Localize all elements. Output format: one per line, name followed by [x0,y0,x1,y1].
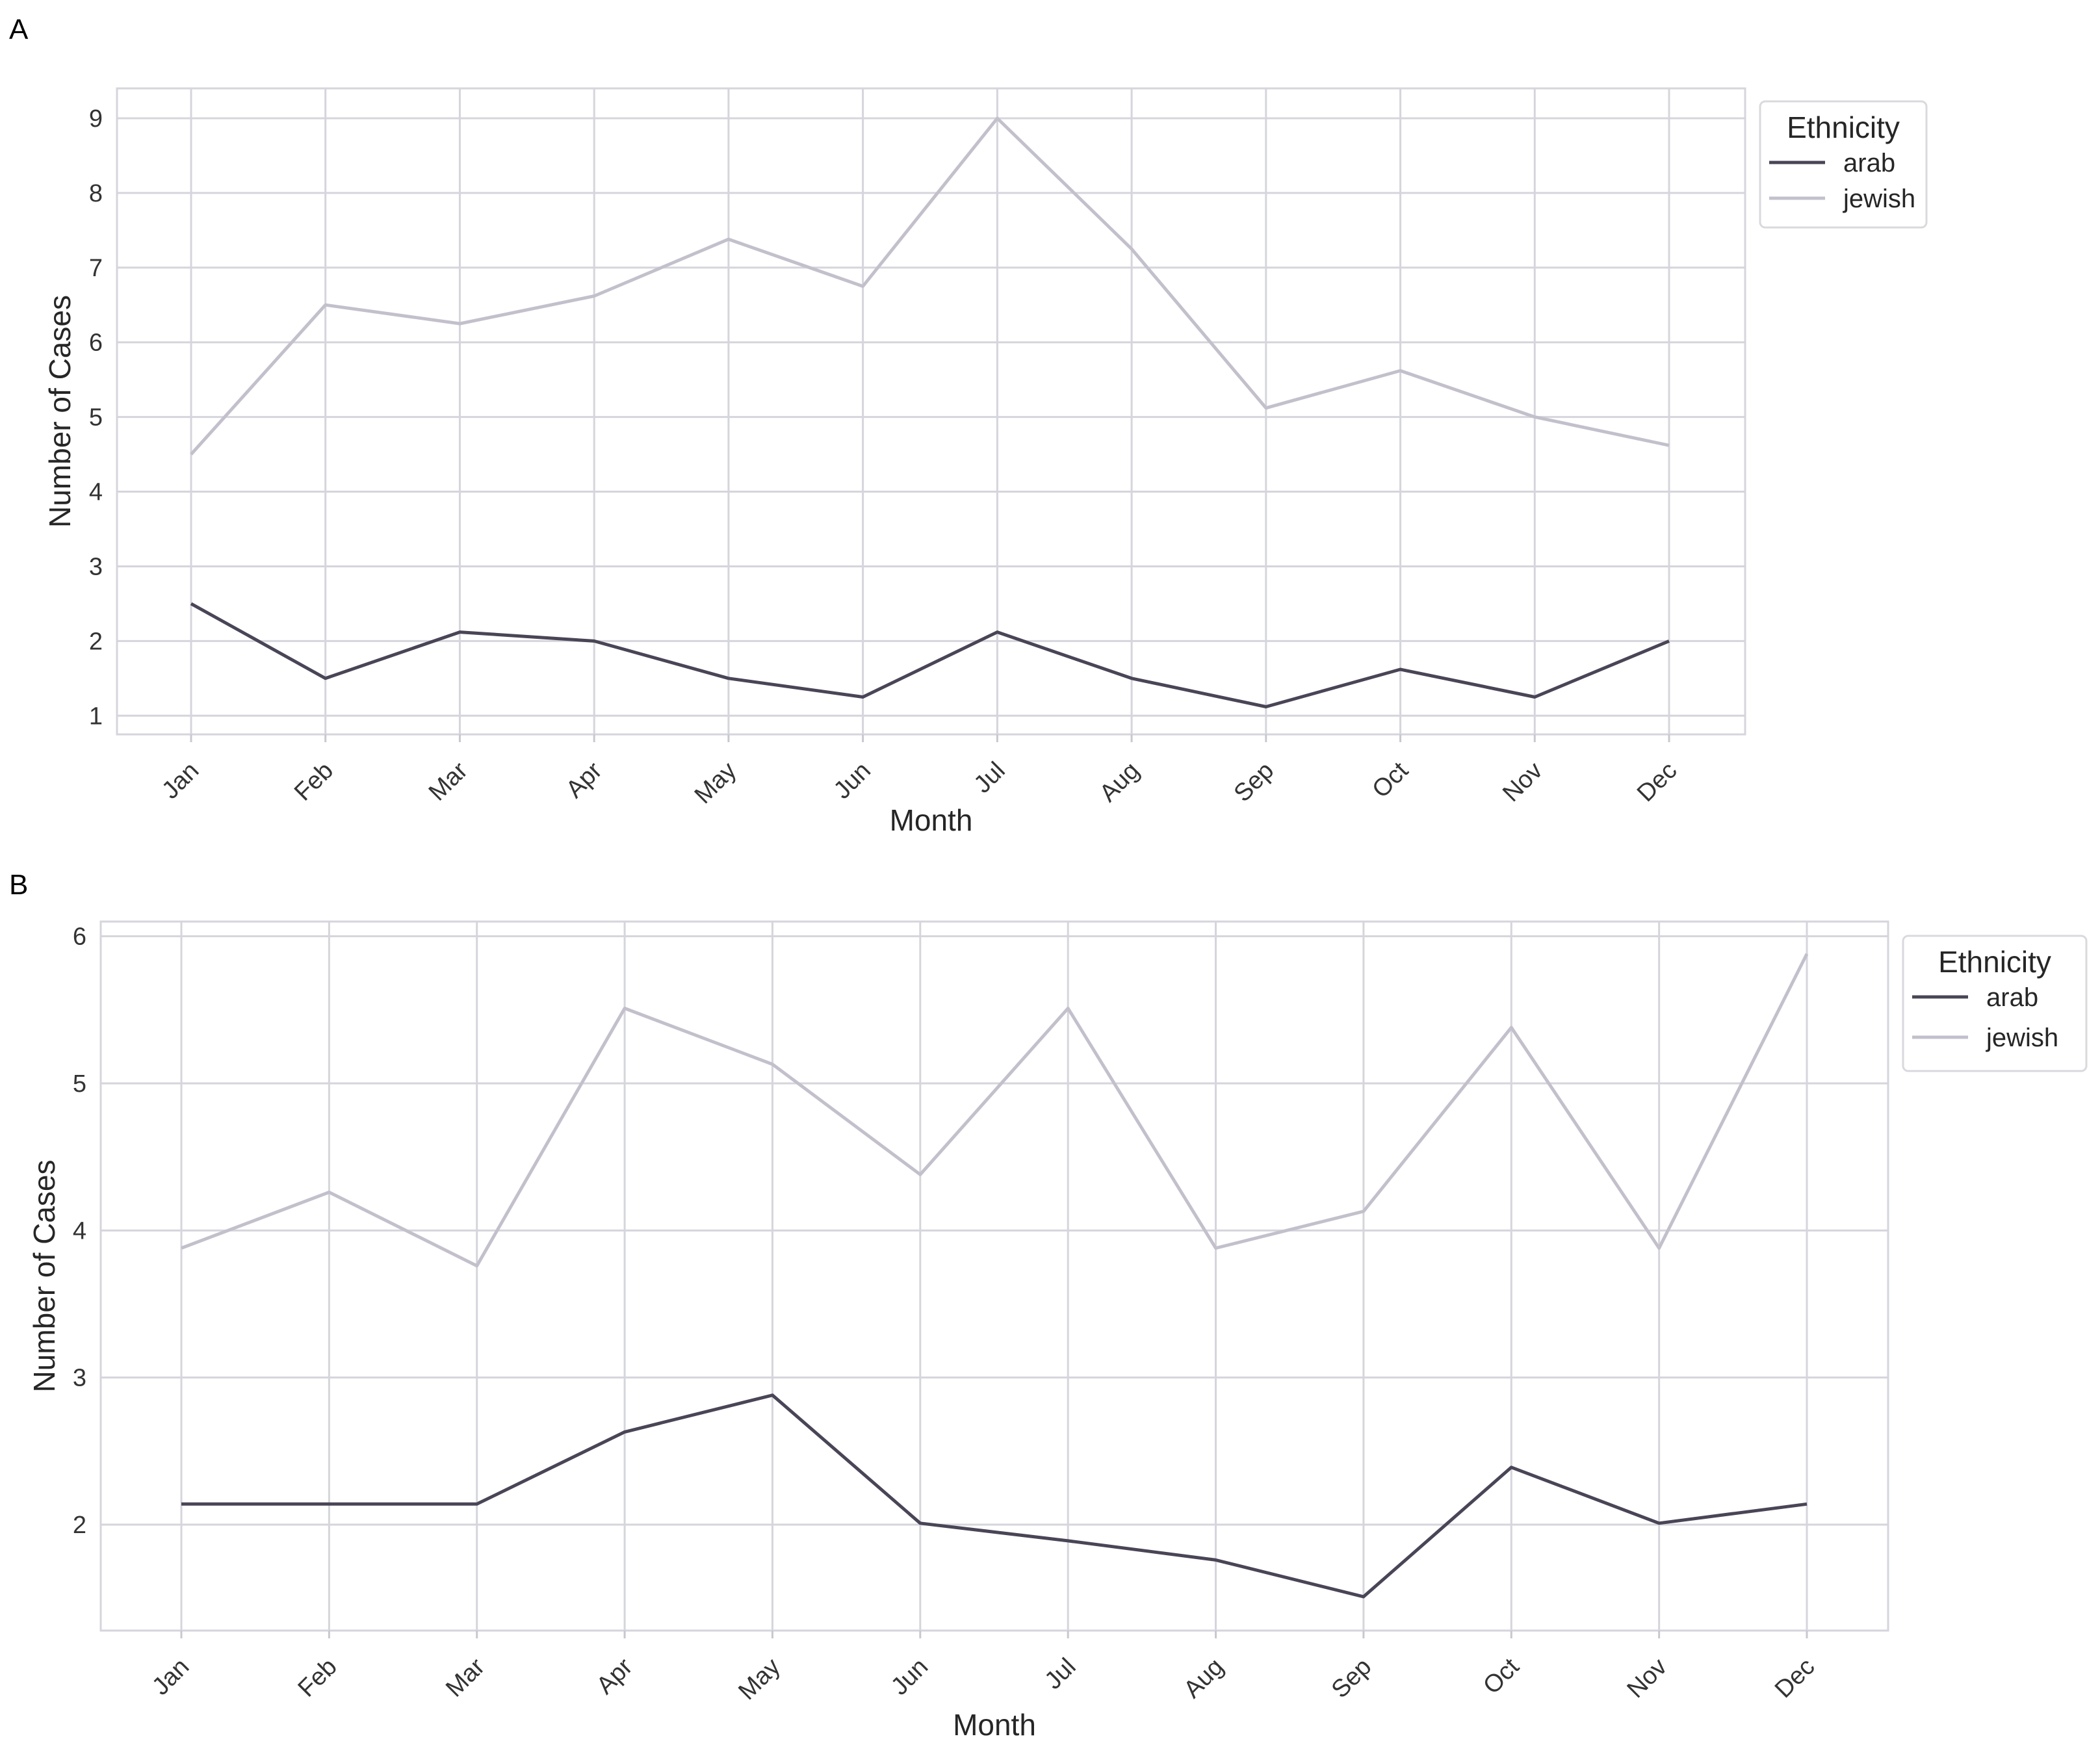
y-tick-label: 9 [89,105,103,133]
series-line-arab [190,602,1670,708]
y-tick-label: 7 [89,255,103,282]
plot-frame [116,87,1746,736]
y-tick-label: 1 [89,703,103,730]
y-axis-title: Number of Cases [43,295,77,528]
y-tick-label: 2 [89,628,103,655]
legend-box [1759,100,1928,229]
chart-panel-b: B 2 3 4 5 6 Jan Feb Mar Apr May Jun Jul Aug Sep Oct No… [9,869,2088,1742]
x-tick-label: Feb [289,757,339,807]
x-tick-label: Jul [1039,1653,1081,1695]
x-gridlines [190,88,1670,734]
x-tick-label: Sep [1327,1653,1377,1704]
x-tick-label: Jun [886,1653,933,1701]
legend: Ethnicity arab jewish [1902,935,2088,1072]
y-tick-label: 6 [89,329,103,357]
panel-letter-b: B [9,869,28,901]
y-tick-label: 2 [73,1512,86,1539]
y-axis-title: Number of Cases [27,1160,61,1393]
legend-title: Ethnicity [1938,945,2051,979]
x-tick-label: Aug [1095,757,1145,808]
x-tick-label: Mar [424,756,473,806]
y-tick-label: 5 [73,1070,86,1098]
x-gridlines [180,922,1808,1631]
x-tick-label: Nov [1497,757,1548,807]
y-tick-label: 6 [73,923,86,951]
x-axis-ticks: Jan Feb Mar Apr May Jun Jul Aug Sep Oct Nov Dec [147,1631,1820,1705]
y-tick-label: 3 [73,1365,86,1392]
x-tick-label: Mar [441,1653,490,1702]
x-tick-label: Sep [1229,757,1280,808]
x-axis-title: Month [890,803,973,837]
legend-label-arab: arab [1843,149,1895,177]
y-tick-label: 8 [89,180,103,207]
x-tick-label: Apr [591,1653,638,1699]
y-tick-label: 4 [89,479,103,506]
series-lines [181,953,1809,1599]
x-tick-label: Aug [1178,1653,1229,1704]
x-tick-label: Jun [829,757,876,805]
series-line-arab [181,1393,1808,1599]
legend-label-jewish: jewish [1843,185,1915,213]
plot-frame [99,920,1889,1632]
y-gridlines [101,935,1888,1526]
y-tick-label: 4 [73,1217,86,1245]
x-tick-label: May [690,757,742,809]
x-tick-label: Oct [1367,756,1414,803]
legend: Ethnicity arab jewish [1759,100,1928,229]
legend-label-arab: arab [1986,983,2038,1012]
x-tick-label: Feb [293,1653,343,1703]
x-axis-ticks: Jan Feb Mar Apr May Jun Jul Aug Sep Oct Nov Dec [157,734,1682,809]
x-tick-label: Oct [1478,1653,1525,1699]
series-line-jewish [190,116,1670,456]
x-tick-label: Apr [561,756,608,803]
x-tick-label: Jan [147,1653,194,1701]
y-axis-ticks: 2 3 4 5 6 [73,923,86,1539]
legend-label-jewish: jewish [1986,1024,2058,1052]
x-tick-label: Jul [969,757,1011,799]
panel-letter-a: A [9,14,29,45]
x-tick-label: May [733,1653,785,1705]
y-tick-label: 5 [89,404,103,432]
y-gridlines [117,117,1745,717]
x-tick-label: Nov [1622,1653,1672,1703]
x-tick-label: Dec [1632,757,1682,807]
x-tick-label: Jan [157,757,204,805]
y-axis-ticks: 1 2 3 4 5 6 7 8 9 [89,105,103,730]
series-lines [190,116,1670,708]
x-tick-label: Dec [1770,1653,1820,1703]
series-line-jewish [181,953,1809,1268]
chart-panel-a: A 1 2 3 4 5 6 7 8 9 Jan Feb Mar Apr May Jun Jul Aug Sep O… [9,14,1928,837]
x-axis-title: Month [953,1708,1036,1742]
legend-title: Ethnicity [1787,110,1900,144]
y-tick-label: 3 [89,553,103,580]
